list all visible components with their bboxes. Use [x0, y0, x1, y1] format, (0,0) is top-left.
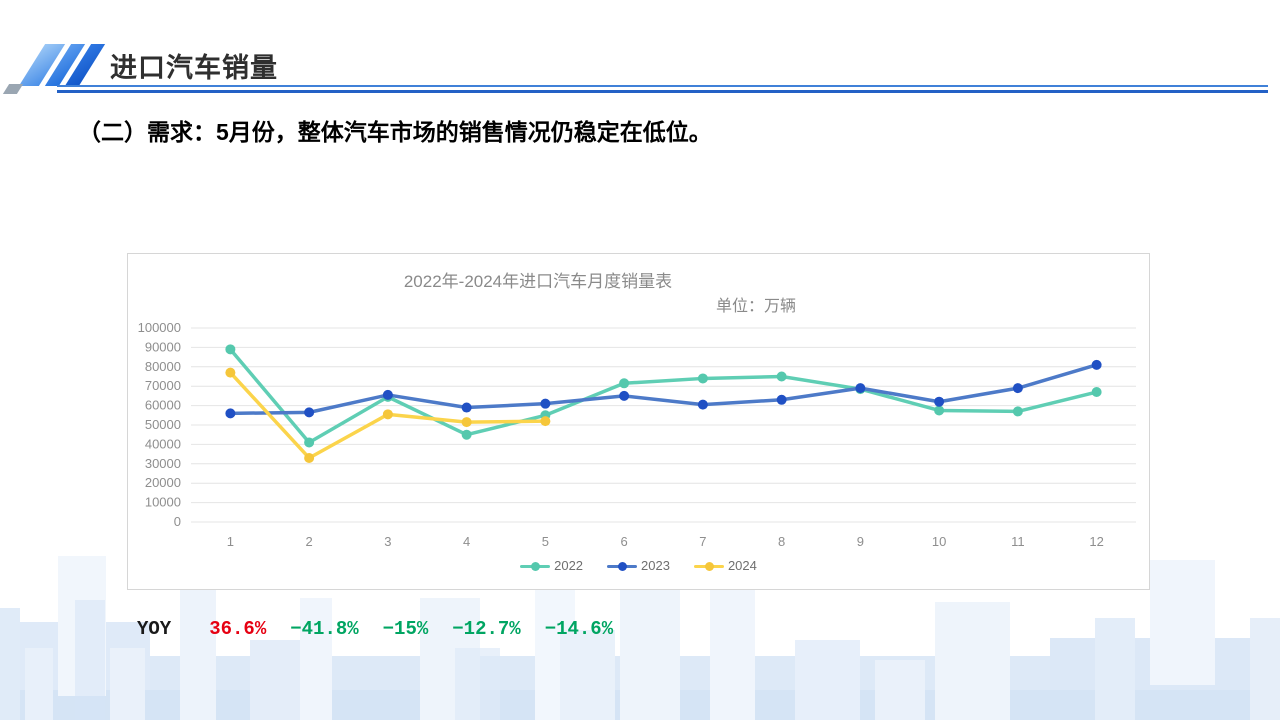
yoy-value: −12.7% [452, 618, 521, 640]
series-2023-point [619, 390, 630, 401]
y-tick-label: 100000 [138, 320, 181, 335]
skyline-building [710, 590, 755, 720]
y-tick-label: 50000 [145, 417, 181, 432]
series-2023-point [697, 399, 708, 410]
x-tick-label: 4 [463, 534, 470, 549]
x-tick-label: 6 [621, 534, 628, 549]
legend-label: 2022 [554, 558, 584, 573]
skyline-building [1250, 618, 1280, 720]
series-2023-point [776, 394, 787, 405]
series-2023-line [228, 363, 1099, 416]
legend-marker-icon [607, 561, 638, 571]
chart-unit-label: 单位：万辆 [715, 298, 796, 315]
series-2022-point [1091, 387, 1102, 398]
legend-item-2023: 2023 [607, 558, 670, 573]
legend-item-2022: 2022 [520, 558, 583, 573]
skyline-building [1095, 618, 1135, 720]
y-tick-label: 20000 [145, 475, 181, 490]
legend-item-2024: 2024 [693, 558, 757, 573]
page-title: 进口汽车销量 [110, 53, 278, 83]
legend-label: 2023 [641, 558, 670, 573]
y-tick-label: 70000 [145, 378, 181, 393]
series-2024-point [540, 416, 551, 427]
skyline-building [0, 608, 20, 720]
series-2023-point [225, 408, 236, 419]
y-tick-label: 80000 [145, 359, 181, 374]
chart-title: 2022年-2024年进口汽车月度销量表 [403, 272, 673, 291]
x-tick-label: 12 [1089, 534, 1103, 549]
x-tick-label: 5 [542, 534, 549, 549]
y-tick-label: 60000 [145, 398, 181, 413]
chart-panel: 0 10000 20000 30000 40000 50000 60000 70000 8000… [127, 253, 1150, 590]
series-2024-point [304, 452, 315, 463]
series-2022-point [304, 437, 315, 448]
header-divider [57, 85, 1268, 93]
skyline-building [935, 602, 1010, 720]
yoy-value: −41.8% [290, 618, 359, 640]
series-2022-point [776, 371, 787, 382]
series-2023-point [461, 402, 472, 413]
legend-marker-icon [520, 561, 551, 571]
series-2023-point [382, 389, 393, 400]
skyline-building [110, 648, 145, 720]
series-2024-point [225, 367, 236, 378]
series-2023-point [304, 407, 315, 418]
series-2022-line [228, 347, 1099, 445]
series-2022-point [225, 344, 236, 355]
x-tick-label: 9 [857, 534, 864, 549]
legend-label: 2024 [727, 558, 757, 573]
x-tick-label: 8 [778, 534, 785, 549]
series-2023-point [934, 396, 945, 407]
section-subtitle: （二）需求：5月份，整体汽车市场的销售情况仍稳定在低位。 [78, 119, 712, 145]
chart-legend: 2022 2023 2024 [128, 558, 1149, 573]
legend-marker-icon [693, 561, 724, 571]
skyline-building [795, 640, 860, 720]
series-2022-point [1012, 406, 1023, 417]
x-tick-label: 7 [699, 534, 706, 549]
series-2023-point [855, 383, 866, 394]
yoy-value: 36.6% [209, 618, 267, 640]
x-tick-label: 10 [932, 534, 946, 549]
line-chart: 0 10000 20000 30000 40000 50000 60000 70000 8000… [138, 320, 1136, 549]
y-tick-label: 90000 [145, 339, 181, 354]
logo-slashes [2, 44, 108, 94]
series-2023-point [1091, 359, 1102, 370]
skyline-building [620, 585, 680, 720]
skyline-building [1150, 560, 1215, 685]
x-tick-label: 2 [306, 534, 313, 549]
x-tick-label: 3 [384, 534, 391, 549]
skyline-building [75, 600, 105, 720]
skyline-building [455, 648, 500, 720]
yoy-values: 36.6% −41.8% −15% −12.7% −14.6% [209, 618, 613, 640]
x-tick-label: 1 [227, 534, 234, 549]
series-2023-point [540, 398, 551, 409]
yoy-label: YOY [137, 618, 172, 640]
y-tick-label: 40000 [145, 436, 181, 451]
yoy-row: YOY 36.6% −41.8% −15% −12.7% −14.6% [137, 618, 613, 640]
x-tick-label: 11 [1011, 534, 1025, 549]
yoy-value: −15% [382, 618, 429, 640]
series-2022-point [619, 378, 630, 389]
skyline-building [25, 648, 53, 720]
y-tick-label: 0 [174, 514, 181, 529]
y-tick-label: 10000 [145, 495, 181, 510]
series-2022-point [934, 405, 945, 416]
series-2022-point [461, 429, 472, 440]
yoy-value: −14.6% [544, 618, 614, 640]
series-2024-point [461, 417, 472, 428]
skyline-building [560, 630, 615, 720]
series-2022-point [697, 373, 708, 384]
series-2024-point [382, 409, 393, 420]
y-tick-label: 30000 [145, 456, 181, 471]
skyline-building [300, 598, 332, 720]
series-2023-point [1012, 383, 1023, 394]
skyline-building [875, 660, 925, 720]
skyline-building [250, 640, 300, 720]
